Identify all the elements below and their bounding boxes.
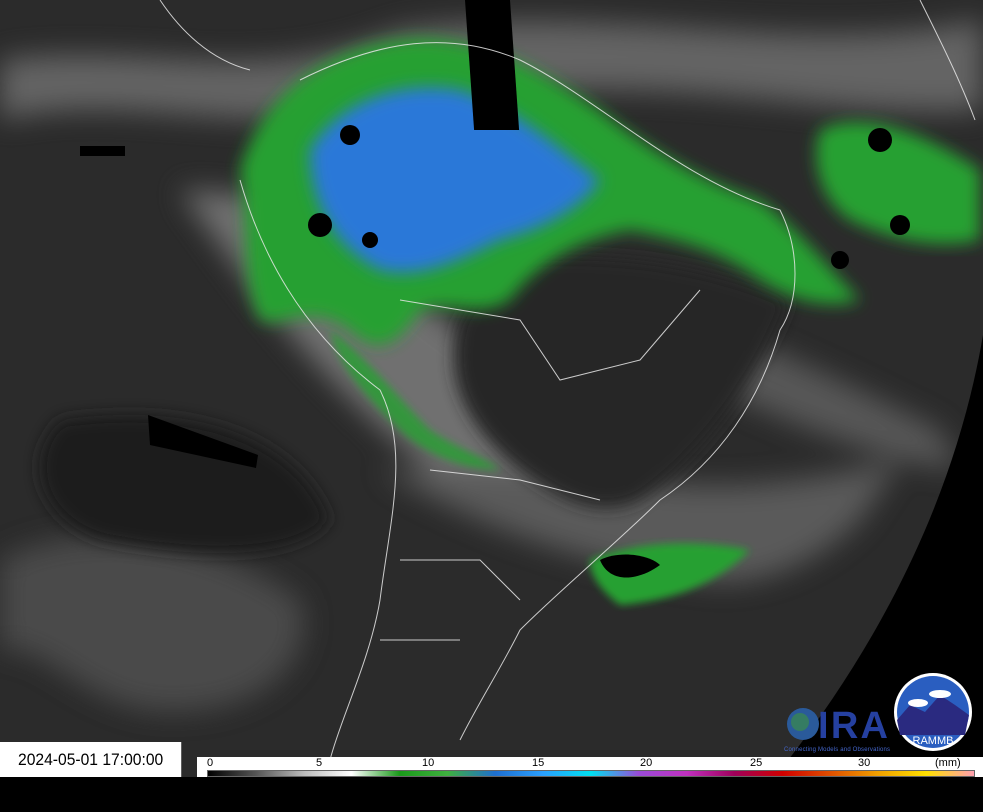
colorbar-tick: 30 (858, 757, 871, 769)
colorbar-unit: (mm) (935, 757, 961, 769)
timestamp-label: 2024-05-01 17:00:00 UTC (0, 742, 182, 804)
colorbar-tick: 20 (640, 757, 653, 769)
colorbar-legend: 0 5 10 15 20 25 30 (mm) (197, 757, 983, 777)
colorbar-tick: 25 (750, 757, 763, 769)
svg-text:Connecting Models and Observat: Connecting Models and Observations (784, 747, 890, 753)
colorbar-tick: 10 (422, 757, 435, 769)
rammb-logo: RAMMB (894, 673, 972, 751)
colorbar-ticks: 0 5 10 15 20 25 30 (mm) (197, 757, 983, 770)
political-borders (159, 0, 976, 761)
space-background (775, 335, 983, 777)
svg-text:IRA: IRA (818, 705, 888, 747)
precipitable-water-field (80, 0, 980, 605)
dry-continent (39, 256, 790, 554)
colorbar-tick: 5 (316, 757, 323, 769)
satellite-image: IRA Connecting Models and Observations R… (0, 0, 983, 777)
colorbar-tick: 0 (207, 757, 214, 769)
colorbar-tick: 15 (532, 757, 545, 769)
svg-text:RAMMB: RAMMB (913, 735, 954, 747)
colorbar-gradient (207, 770, 975, 777)
